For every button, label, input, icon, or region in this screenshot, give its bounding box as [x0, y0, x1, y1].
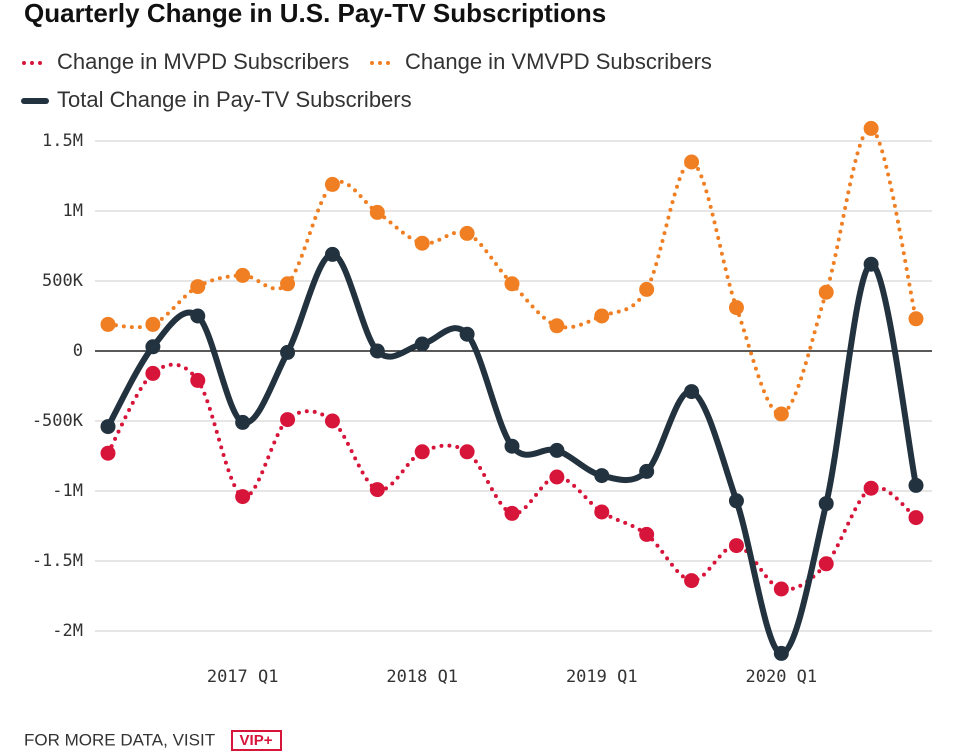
data-point: [145, 365, 161, 381]
legend-label: Change in MVPD Subscribers: [57, 49, 349, 74]
data-point: [773, 581, 789, 597]
y-tick-label: 1M: [63, 201, 83, 221]
data-point: [459, 225, 475, 241]
footer-text: FOR MORE DATA, VISIT: [24, 730, 215, 749]
x-tick-label: 2018 Q1: [386, 667, 458, 687]
data-point: [280, 412, 296, 428]
y-tick-label: 1.5M: [42, 131, 83, 151]
y-tick-label: -500K: [32, 411, 84, 431]
data-point: [549, 442, 565, 458]
data-point: [684, 573, 700, 589]
y-tick-label: -1.5M: [32, 551, 83, 571]
data-point: [235, 267, 251, 283]
y-tick-label: 0: [73, 341, 83, 361]
data-point: [100, 316, 116, 332]
data-point: [728, 300, 744, 316]
x-tick-label: 2019 Q1: [566, 667, 638, 687]
data-point: [639, 281, 655, 297]
data-point: [639, 463, 655, 479]
data-point: [549, 318, 565, 334]
data-point: [818, 496, 834, 512]
data-point: [728, 538, 744, 554]
data-point: [414, 235, 430, 251]
x-tick-label: 2020 Q1: [746, 667, 818, 687]
data-point: [504, 505, 520, 521]
data-point: [684, 154, 700, 170]
data-point: [190, 308, 206, 324]
data-point: [145, 316, 161, 332]
data-point: [414, 444, 430, 460]
series-line: [105, 251, 919, 657]
data-point: [190, 372, 206, 388]
data-point: [414, 336, 430, 352]
data-point: [369, 204, 385, 220]
y-tick-label: -2M: [52, 621, 83, 641]
data-point: [190, 279, 206, 295]
data-point: [818, 284, 834, 300]
data-point: [459, 444, 475, 460]
data-point: [100, 445, 116, 461]
data-point: [863, 256, 879, 272]
data-point: [280, 344, 296, 360]
data-point: [908, 477, 924, 493]
data-point: [549, 469, 565, 485]
data-point: [100, 419, 116, 435]
legend-label: Total Change in Pay-TV Subscribers: [57, 87, 412, 112]
data-point: [280, 276, 296, 292]
data-point: [684, 384, 700, 400]
data-point: [863, 120, 879, 136]
data-point: [369, 343, 385, 359]
data-point: [235, 414, 251, 430]
x-tick-label: 2017 Q1: [207, 667, 279, 687]
data-point: [369, 482, 385, 498]
data-point: [324, 176, 340, 192]
data-point: [594, 308, 610, 324]
y-tick-label: -1M: [52, 481, 83, 501]
data-point: [773, 406, 789, 422]
chart-title: Quarterly Change in U.S. Pay-TV Subscrip…: [24, 0, 606, 28]
data-point: [324, 246, 340, 262]
series-line: [106, 362, 918, 592]
data-point: [504, 276, 520, 292]
data-point: [908, 311, 924, 327]
y-tick-label: 500K: [42, 271, 84, 291]
data-point: [639, 526, 655, 542]
data-point: [145, 339, 161, 355]
data-point: [908, 510, 924, 526]
data-point: [594, 504, 610, 520]
data-point: [594, 468, 610, 484]
data-point: [728, 493, 744, 509]
data-point: [235, 489, 251, 505]
data-point: [773, 645, 789, 661]
data-point: [863, 480, 879, 496]
data-point: [504, 438, 520, 454]
data-point: [324, 413, 340, 429]
footer-badge: VIP+: [240, 732, 273, 749]
legend-label: Change in VMVPD Subscribers: [405, 49, 712, 74]
badge-box: [231, 730, 282, 751]
series-line: [106, 126, 918, 416]
data-point: [818, 556, 834, 572]
data-point: [459, 326, 475, 342]
